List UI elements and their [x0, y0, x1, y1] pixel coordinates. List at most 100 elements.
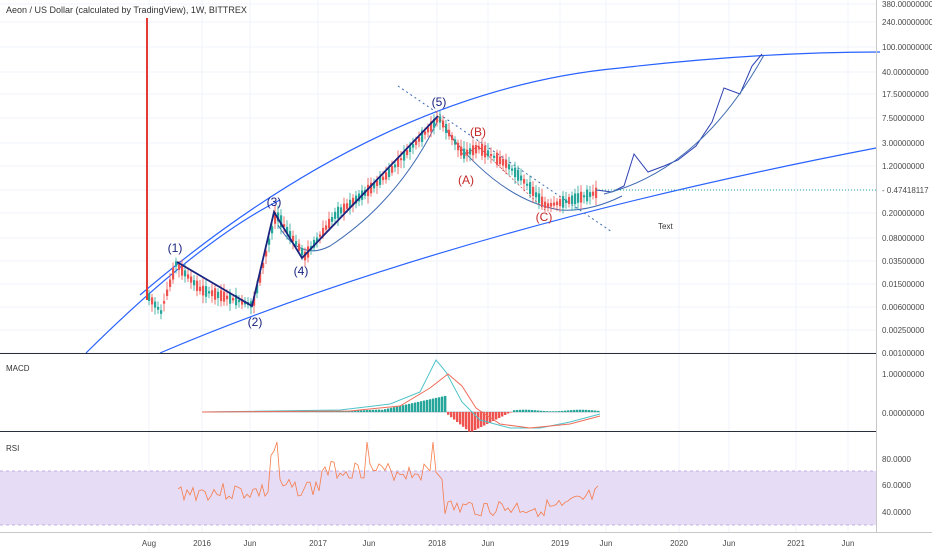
candle — [436, 117, 439, 123]
macd-histogram-bar — [390, 407, 393, 412]
candle — [331, 217, 334, 222]
candle — [373, 182, 376, 189]
macd-histogram-bar — [366, 410, 369, 412]
candle — [589, 192, 592, 197]
macd-histogram-bar — [576, 409, 579, 412]
candle — [268, 238, 271, 245]
candle — [523, 179, 526, 184]
time-tick-label: Jun — [723, 539, 736, 548]
candle — [298, 243, 301, 251]
macd-histogram-bar — [441, 396, 444, 412]
candle — [274, 212, 277, 224]
time-tick-label: 2021 — [787, 539, 805, 548]
candle — [289, 231, 292, 238]
upper-channel-curve — [139, 51, 881, 296]
candle — [166, 289, 169, 297]
candle — [541, 196, 544, 207]
macd-histogram-bar — [402, 405, 405, 412]
macd-histogram-bar — [459, 412, 462, 425]
candle — [235, 294, 238, 306]
candle — [340, 207, 343, 214]
candle — [475, 144, 478, 154]
candle — [388, 168, 391, 177]
candle — [229, 293, 232, 304]
candle — [187, 274, 190, 279]
candle — [544, 201, 547, 209]
candle — [445, 124, 448, 133]
candle — [406, 149, 409, 156]
last-price-badge — [877, 183, 932, 197]
macd-histogram-bar — [333, 411, 336, 412]
macd-histogram-bar — [357, 410, 360, 412]
candle — [343, 203, 346, 213]
candle — [553, 202, 556, 206]
candle — [421, 130, 424, 142]
candle — [397, 158, 400, 167]
candle — [391, 165, 394, 173]
candle — [403, 151, 406, 161]
candle — [370, 182, 373, 194]
price-tick-label: 40.00000000 — [882, 68, 929, 77]
macd-histogram-bar — [447, 412, 450, 415]
price-scale-panel[interactable] — [876, 0, 932, 533]
candle — [394, 164, 397, 168]
macd-histogram-bar — [429, 399, 432, 412]
candle — [505, 160, 508, 168]
corrective-wave-label: (C) — [536, 210, 553, 224]
candle — [418, 137, 421, 142]
candle — [328, 218, 331, 229]
candle — [151, 297, 154, 305]
time-tick-label: 2018 — [428, 539, 446, 548]
macd-histogram-bar — [354, 410, 357, 412]
candle — [322, 227, 325, 236]
macd-histogram-bar — [420, 401, 423, 412]
main-price-pane[interactable]: (1) (2) (3) (4) (5) (A) (B) (C) — [85, 18, 881, 354]
time-tick-label: Jun — [600, 539, 613, 548]
macd-histogram-bar — [582, 409, 585, 412]
candle — [454, 139, 457, 145]
wave-labels: (1) (2) (3) (4) (5) (A) (B) (C) — [168, 95, 553, 329]
candle — [538, 193, 541, 203]
candle — [565, 199, 568, 203]
macd-histogram-bar — [531, 409, 534, 412]
candle — [283, 224, 286, 227]
time-tick-label: 2019 — [551, 539, 569, 548]
macd-histogram-bar — [411, 403, 414, 412]
time-tick-label: Jun — [244, 539, 257, 548]
candle — [400, 158, 403, 161]
macd-histogram-bar — [384, 409, 387, 412]
candle — [199, 286, 202, 292]
macd-histogram-bar — [501, 412, 504, 417]
candle — [178, 264, 181, 270]
macd-histogram-bar — [477, 412, 480, 429]
candle — [214, 288, 217, 300]
candle — [325, 225, 328, 230]
candle — [502, 158, 505, 166]
rsi-pane[interactable]: 80.0000 60.0000 40.0000 — [0, 441, 911, 526]
candle — [595, 187, 598, 199]
chart-title: Aeon / US Dollar (calculated by TradingV… — [6, 5, 247, 15]
macd-histogram-bar — [321, 411, 324, 412]
macd-pane[interactable]: 1.00000000 0.00000000 — [201, 359, 925, 432]
macd-tick-label: 0.00000000 — [882, 409, 925, 418]
macd-histogram-bar — [315, 411, 318, 412]
candle — [499, 156, 502, 165]
candle — [259, 271, 262, 283]
outer-channel-curve — [85, 199, 281, 354]
macd-histogram-bar — [474, 412, 477, 430]
macd-histogram-bar — [336, 411, 339, 412]
candle — [376, 180, 379, 186]
macd-histogram-bar — [339, 411, 342, 412]
candle — [226, 295, 229, 300]
macd-histogram-bar — [327, 411, 330, 412]
candle — [337, 206, 340, 219]
candle — [430, 121, 433, 132]
impulse-wave-line — [176, 115, 439, 308]
macd-histogram-bar — [594, 410, 597, 412]
macd-histogram-bar — [543, 410, 546, 412]
price-tick-label: 0.08000000 — [882, 234, 925, 243]
macd-histogram-bar — [312, 411, 315, 412]
candle — [148, 293, 151, 302]
candle — [490, 154, 493, 157]
